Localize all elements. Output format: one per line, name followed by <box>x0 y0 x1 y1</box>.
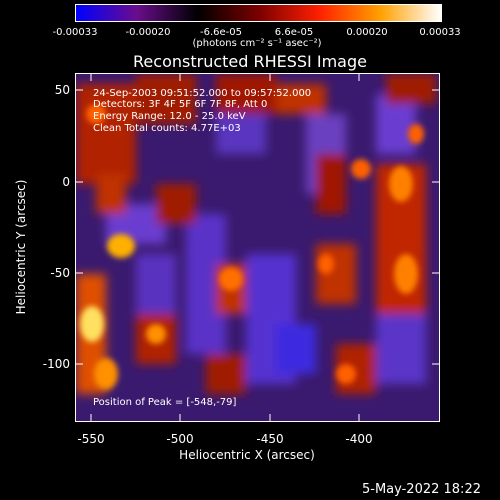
y-tick: 0 <box>62 175 70 189</box>
colorbar-tick: -0.00020 <box>125 27 171 38</box>
y-tick: 50 <box>54 83 70 97</box>
colorbar-tick: -6.6e-05 <box>200 27 242 38</box>
rhessi-image-heatmap <box>76 74 439 421</box>
x-tick: -550 <box>77 432 105 446</box>
colorbar <box>75 4 442 22</box>
plot-timestamp: 5-May-2022 18:22 <box>362 482 481 497</box>
info-clean-counts: Clean Total counts: 4.77E+03 <box>93 123 241 134</box>
x-axis-label: Heliocentric X (arcsec) <box>179 448 315 462</box>
info-peak-position: Position of Peak = [-548,-79] <box>93 397 237 408</box>
image-title: Reconstructed RHESSI Image <box>133 52 367 71</box>
x-tick: -500 <box>166 432 194 446</box>
x-tick: -400 <box>345 432 373 446</box>
x-tick: -450 <box>256 432 284 446</box>
colorbar-tick: 6.6e-05 <box>274 27 314 38</box>
info-time-range: 24-Sep-2003 09:51:52.000 to 09:57:52.000 <box>93 88 312 99</box>
info-detectors: Detectors: 3F 4F 5F 6F 7F 8F, Att 0 <box>93 99 268 110</box>
info-energy-range: Energy Range: 12.0 - 25.0 keV <box>93 111 246 122</box>
colorbar-tick: -0.00033 <box>52 27 98 38</box>
colorbar-tick: 0.00033 <box>419 27 461 38</box>
rhessi-image <box>75 73 440 422</box>
colorbar-tick: 0.00020 <box>346 27 388 38</box>
colorbar-units: (photons cm⁻² s⁻¹ asec⁻²) <box>192 38 322 49</box>
y-tick: -100 <box>42 357 70 371</box>
y-tick: -50 <box>50 266 70 280</box>
y-axis-label: Heliocentric Y (arcsec) <box>14 179 28 315</box>
